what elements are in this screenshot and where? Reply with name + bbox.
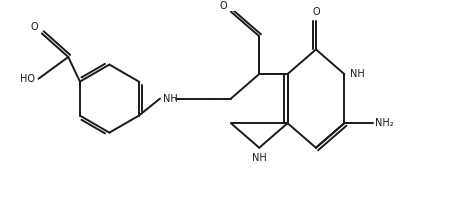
Text: O: O: [219, 1, 227, 11]
Text: NH: NH: [350, 69, 365, 79]
Text: NH: NH: [163, 94, 178, 104]
Text: O: O: [312, 7, 320, 17]
Text: HO: HO: [20, 74, 35, 84]
Text: NH: NH: [252, 154, 266, 163]
Text: O: O: [31, 22, 38, 32]
Text: NH₂: NH₂: [376, 118, 394, 128]
